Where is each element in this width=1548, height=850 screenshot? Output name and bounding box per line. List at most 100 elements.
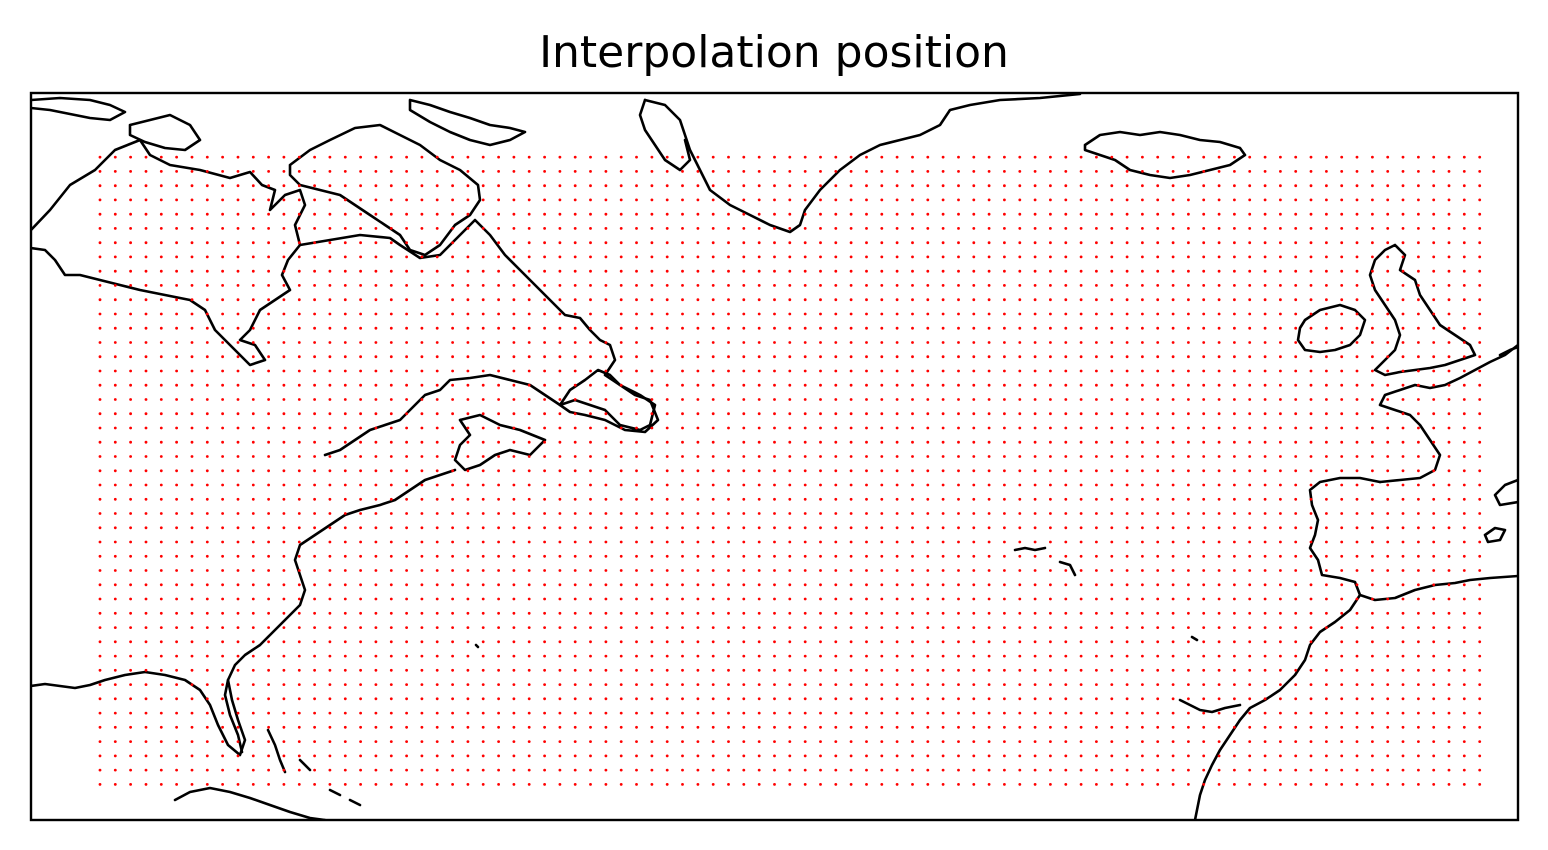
grid-point xyxy=(527,184,531,188)
grid-point xyxy=(665,554,669,558)
grid-point xyxy=(359,740,362,743)
grid-point xyxy=(1248,198,1252,202)
grid-point xyxy=(1033,783,1037,786)
grid-point xyxy=(742,241,746,245)
grid-point xyxy=(1417,184,1420,188)
grid-point xyxy=(297,284,301,287)
grid-point xyxy=(1003,668,1006,672)
grid-point xyxy=(1417,725,1420,729)
grid-point xyxy=(803,697,807,701)
grid-point xyxy=(849,312,853,316)
grid-point xyxy=(1202,540,1206,544)
grid-point xyxy=(313,312,316,316)
grid-point xyxy=(251,725,255,729)
grid-point xyxy=(1401,284,1405,287)
grid-point xyxy=(129,683,133,686)
grid-point xyxy=(635,241,638,245)
grid-point xyxy=(911,725,914,729)
grid-point xyxy=(619,697,623,701)
grid-point xyxy=(144,526,148,530)
grid-point xyxy=(1033,326,1037,330)
grid-point xyxy=(773,198,776,202)
grid-point xyxy=(895,241,899,245)
grid-point xyxy=(236,255,240,259)
grid-point xyxy=(1432,269,1436,273)
grid-point xyxy=(604,697,608,701)
grid-point xyxy=(236,626,240,629)
grid-point xyxy=(1156,512,1160,515)
grid-point xyxy=(1095,783,1098,786)
grid-point xyxy=(389,198,393,202)
grid-point xyxy=(558,640,562,644)
grid-point xyxy=(1309,383,1313,387)
grid-point xyxy=(405,241,408,245)
grid-point xyxy=(558,626,562,629)
grid-point xyxy=(1371,640,1374,644)
grid-point xyxy=(1401,170,1405,173)
grid-point xyxy=(650,212,654,216)
grid-point xyxy=(98,583,102,587)
grid-point xyxy=(834,783,838,786)
grid-point xyxy=(1187,668,1190,672)
grid-point xyxy=(957,569,960,572)
grid-point xyxy=(665,255,669,259)
grid-point xyxy=(635,540,638,544)
grid-point xyxy=(1064,170,1068,173)
grid-point xyxy=(98,426,102,430)
grid-point xyxy=(497,298,500,302)
grid-point xyxy=(819,198,822,202)
grid-point xyxy=(865,255,868,259)
grid-point xyxy=(1432,198,1436,202)
grid-point xyxy=(1340,540,1344,544)
grid-point xyxy=(113,355,117,359)
grid-point xyxy=(650,398,654,401)
grid-point xyxy=(1447,383,1451,387)
grid-point xyxy=(282,227,286,230)
grid-point xyxy=(926,255,930,259)
grid-point xyxy=(957,326,960,330)
grid-point xyxy=(604,426,608,430)
grid-point xyxy=(972,284,976,287)
grid-point xyxy=(1003,184,1006,188)
grid-point xyxy=(405,284,408,287)
grid-point xyxy=(527,341,531,344)
grid-point xyxy=(619,497,623,501)
grid-point xyxy=(1187,512,1190,515)
grid-point xyxy=(1018,426,1022,430)
grid-point xyxy=(987,383,991,387)
grid-point xyxy=(1417,740,1420,743)
grid-point xyxy=(1217,155,1221,159)
grid-point xyxy=(558,170,562,173)
grid-point xyxy=(1110,369,1114,373)
grid-point xyxy=(1248,369,1252,373)
grid-point xyxy=(1355,668,1359,672)
grid-point xyxy=(251,369,255,373)
grid-point xyxy=(589,654,592,658)
grid-point xyxy=(987,412,991,416)
grid-point xyxy=(696,312,700,316)
grid-point xyxy=(129,483,133,487)
grid-point xyxy=(1309,469,1313,473)
grid-point xyxy=(1018,312,1022,316)
grid-point xyxy=(1432,469,1436,473)
grid-point xyxy=(374,341,378,344)
grid-point xyxy=(1064,355,1068,359)
grid-point xyxy=(987,640,991,644)
grid-point xyxy=(619,212,623,216)
grid-point xyxy=(742,597,746,601)
grid-point xyxy=(1355,369,1359,373)
grid-point xyxy=(1432,241,1436,245)
grid-point xyxy=(742,355,746,359)
grid-point xyxy=(420,754,424,758)
grid-point xyxy=(359,298,362,302)
grid-point xyxy=(1478,312,1482,316)
grid-point xyxy=(1018,241,1022,245)
grid-point xyxy=(696,369,700,373)
grid-point xyxy=(1355,212,1359,216)
grid-point xyxy=(1018,512,1022,515)
grid-point xyxy=(190,683,194,686)
grid-point xyxy=(1003,341,1006,344)
grid-point xyxy=(1309,526,1313,530)
grid-point xyxy=(129,341,133,344)
grid-point xyxy=(880,569,884,572)
